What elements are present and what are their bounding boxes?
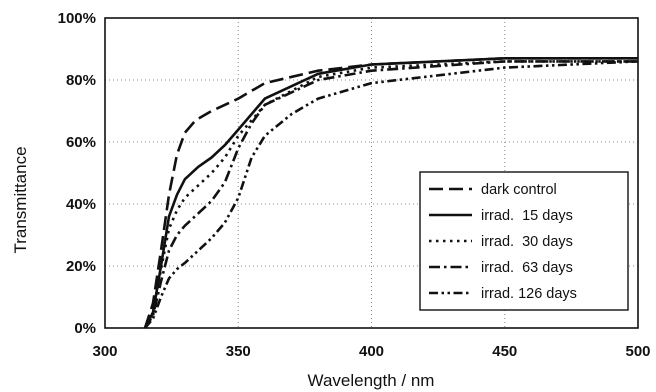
y-tick-label: 80% — [66, 72, 96, 89]
legend: dark control irrad. 15 days irrad. 30 days… — [419, 171, 629, 311]
legend-box — [419, 171, 629, 311]
series-line — [143, 60, 638, 329]
y-tick-label: 0% — [74, 320, 96, 337]
x-tick-label: 300 — [92, 343, 117, 360]
y-tick-label: 20% — [66, 258, 96, 275]
series-lines — [143, 57, 639, 329]
x-tick-label: 450 — [492, 343, 517, 360]
legend-label: irrad. 15 days — [481, 208, 573, 224]
series-line — [144, 60, 639, 329]
legend-label: irrad. 30 days — [481, 234, 573, 250]
legend-label: irrad. 126 days — [481, 286, 577, 302]
series-line — [143, 57, 638, 329]
x-tick-label: 350 — [226, 343, 251, 360]
y-axis-title: Transmittance — [11, 146, 30, 253]
legend-label: dark control — [481, 182, 557, 198]
y-tick-label: 60% — [66, 134, 96, 151]
legend-label: irrad. 63 days — [481, 260, 573, 276]
series-line — [143, 57, 638, 329]
y-tick-label: 40% — [66, 196, 96, 213]
plot-frame — [104, 17, 639, 329]
series-line — [143, 60, 638, 329]
tick-labels: 300 350 400 450 500 0% 20% 40% 60% 80% 100% — [58, 10, 651, 360]
x-axis-title: Wavelength / nm — [308, 371, 435, 390]
x-tick-label: 400 — [359, 343, 384, 360]
x-tick-label: 500 — [625, 343, 650, 360]
y-tick-label: 100% — [58, 10, 96, 27]
